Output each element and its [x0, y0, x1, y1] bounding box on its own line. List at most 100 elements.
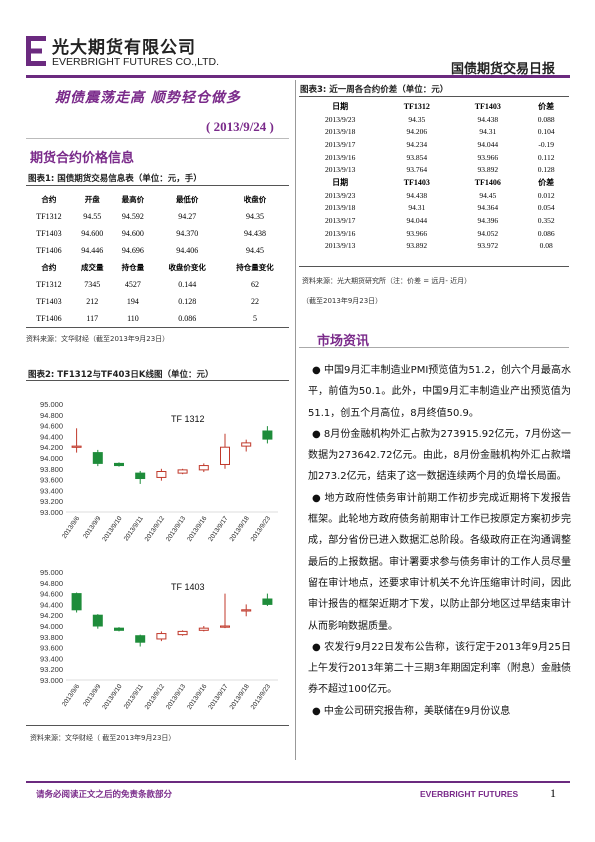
y-tick-label: 93.000 [40, 676, 63, 685]
table-row: 2013/9/23 94.35 94.438 0.088 [299, 113, 569, 126]
candle-body [135, 635, 146, 643]
footer-disclaimer: 请务必阅读正文之后的免责条款部分 [36, 790, 173, 800]
table-cell: 94.27 [178, 212, 197, 221]
table-cell: 94.370 [176, 229, 199, 238]
section-title-market-news: 市场资讯 [317, 334, 370, 349]
table-cell: 0.128 [178, 297, 197, 306]
candle-body [114, 462, 124, 467]
table-cell: TF1406 [36, 314, 62, 323]
y-tick-label: 94.000 [40, 622, 63, 631]
x-tick-label: 2013/9/11 [123, 515, 145, 543]
news-item: ● 中金公司研究报告称，美联储在9月份议息 [312, 705, 511, 717]
table-cell: 94.696 [121, 246, 144, 255]
y-tick-label: 93.200 [40, 497, 63, 506]
table1-source: 资料来源：文华财经（截至2013年9月23日） [26, 335, 170, 343]
candle-body [177, 469, 188, 474]
table-cell: 94.35 [246, 212, 265, 221]
table-cell: 2013/9/17 [324, 216, 356, 226]
table-header-cell: 成交量 [80, 263, 104, 272]
table-row: TF1312 7345 4527 0.144 62 [26, 276, 289, 293]
table-row: 2013/9/17 94.044 94.396 0.352 [299, 214, 569, 227]
y-tick-label: 94.800 [40, 579, 63, 588]
table-row: TF1312 94.55 94.592 94.27 94.35 [26, 208, 289, 225]
table-cell: TF1312 [36, 280, 62, 289]
column-divider [295, 80, 296, 760]
table-row: 2013/9/13 93.892 93.972 0.08 [299, 240, 569, 253]
table-cell: 0.128 [537, 165, 555, 175]
table-cell: 93.764 [406, 165, 428, 175]
chart-source: 资料来源：文华财经（ 截至2013年9月23日） [30, 734, 176, 742]
x-tick-label: 2013/9/9 [82, 515, 102, 540]
report-date: ( 2013/9/24 ) [206, 119, 274, 134]
table3-spread: 日期 TF1312 TF1403 价差 2013/9/23 94.35 94.438… [299, 100, 569, 252]
news-item: ● 中国9月汇丰制造业PMI预览值为51.2，创六个月最高水平，前值为50.1。… [308, 365, 571, 419]
table-row: 2013/9/17 94.234 94.044 -0.19 [299, 138, 569, 151]
x-tick-label: 2013/9/12 [144, 515, 167, 543]
chart-title: TF 1312 [171, 414, 205, 424]
table-header-cell: 持仓量 [121, 263, 145, 272]
x-tick-label: 2013/9/23 [250, 515, 273, 543]
table-cell: 93.892 [406, 241, 428, 251]
y-tick-label: 94.600 [40, 422, 63, 431]
table-header-cell: 收盘价变化 [168, 263, 206, 272]
company-logo [26, 36, 48, 66]
table-cell: 94.31 [479, 127, 497, 137]
table-cell: 0.086 [537, 228, 555, 238]
y-tick-label: 94.800 [40, 411, 63, 420]
table-cell: 4527 [124, 280, 141, 289]
table1-caption: 图表1: 国债期货交易信息表（单位：元，手） [28, 174, 202, 184]
table-header-cell: 价差 [538, 177, 555, 187]
table-row: 2013/9/16 93.966 94.052 0.086 [299, 227, 569, 240]
x-tick-label: 2013/9/13 [165, 515, 188, 543]
table-row: 2013/9/16 93.854 93.966 0.112 [299, 151, 569, 164]
table-header-cell: TF1403 [403, 177, 430, 187]
table-cell: 94.044 [477, 139, 499, 149]
candle-body [220, 446, 230, 465]
y-tick-label: 95.000 [40, 400, 63, 409]
candle-body [177, 630, 188, 636]
company-name-cn: 光大期货有限公司 [52, 38, 196, 58]
news-item: ● 地方政府性债务审计前期工作初步完成近期将下发报告框架。此轮地方政府债务前期审… [308, 492, 571, 632]
table-cell: 110 [127, 314, 139, 323]
table-header-cell: 收盘价 [243, 195, 267, 204]
table-cell: TF1403 [36, 297, 62, 306]
table-header-cell: 价差 [538, 101, 555, 111]
kline-charts: 93.000 93.200 93.400 93.600 93.800 94.000 94.2… [26, 382, 289, 720]
table-cell: 2013/9/16 [324, 228, 356, 238]
news-list: ● 中国9月汇丰制造业PMI预览值为51.2，创六个月最高水平，前值为50.1。… [308, 360, 571, 722]
candle-body [156, 471, 167, 478]
table-cell: 5 [253, 314, 258, 323]
x-tick-label: 2013/9/17 [207, 515, 230, 543]
y-tick-label: 95.000 [40, 568, 63, 577]
table-cell: 94.438 [406, 190, 428, 200]
table1-top-rule [26, 185, 289, 186]
table-cell: 94.052 [477, 228, 499, 238]
table-cell: 94.396 [477, 216, 499, 226]
table-row: 2013/9/23 94.438 94.45 0.012 [299, 189, 569, 202]
table-header-row: 合约 成交量 持仓量 收盘价变化 持仓量变化 [26, 259, 289, 276]
table-cell: 2013/9/13 [324, 241, 356, 251]
header-divider [26, 75, 570, 78]
y-tick-label: 93.600 [40, 476, 63, 485]
candle-body [262, 598, 273, 605]
table-cell: 94.044 [406, 216, 428, 226]
y-tick-label: 93.200 [40, 665, 63, 674]
x-tick-label: 2013/9/16 [186, 515, 209, 543]
table-cell: 0.352 [537, 216, 555, 226]
x-tick-label: 2013/9/9 [82, 683, 102, 708]
company-name-en: EVERBRIGHT FUTURES CO.,LTD. [52, 56, 220, 68]
table-cell: 2013/9/16 [324, 152, 356, 162]
table3-caption: 图表3: 近一周各合约价差（单位：元） [300, 85, 449, 95]
table-cell: 94.364 [477, 203, 499, 213]
table-header-cell: 合约 [41, 195, 57, 204]
chart-title: TF 1403 [171, 582, 205, 592]
table-cell: 7345 [84, 280, 101, 289]
page-number: 1 [550, 786, 556, 800]
table-cell: 0.104 [537, 127, 555, 137]
table-header-row: 日期 TF1312 TF1403 价差 [299, 100, 569, 113]
x-tick-label: 2013/9/16 [186, 683, 209, 711]
table-cell: 2013/9/13 [324, 165, 356, 175]
table-row: TF1406 117 110 0.086 5 [26, 310, 289, 327]
candle-body [92, 452, 103, 464]
table-cell: 94.45 [479, 190, 497, 200]
